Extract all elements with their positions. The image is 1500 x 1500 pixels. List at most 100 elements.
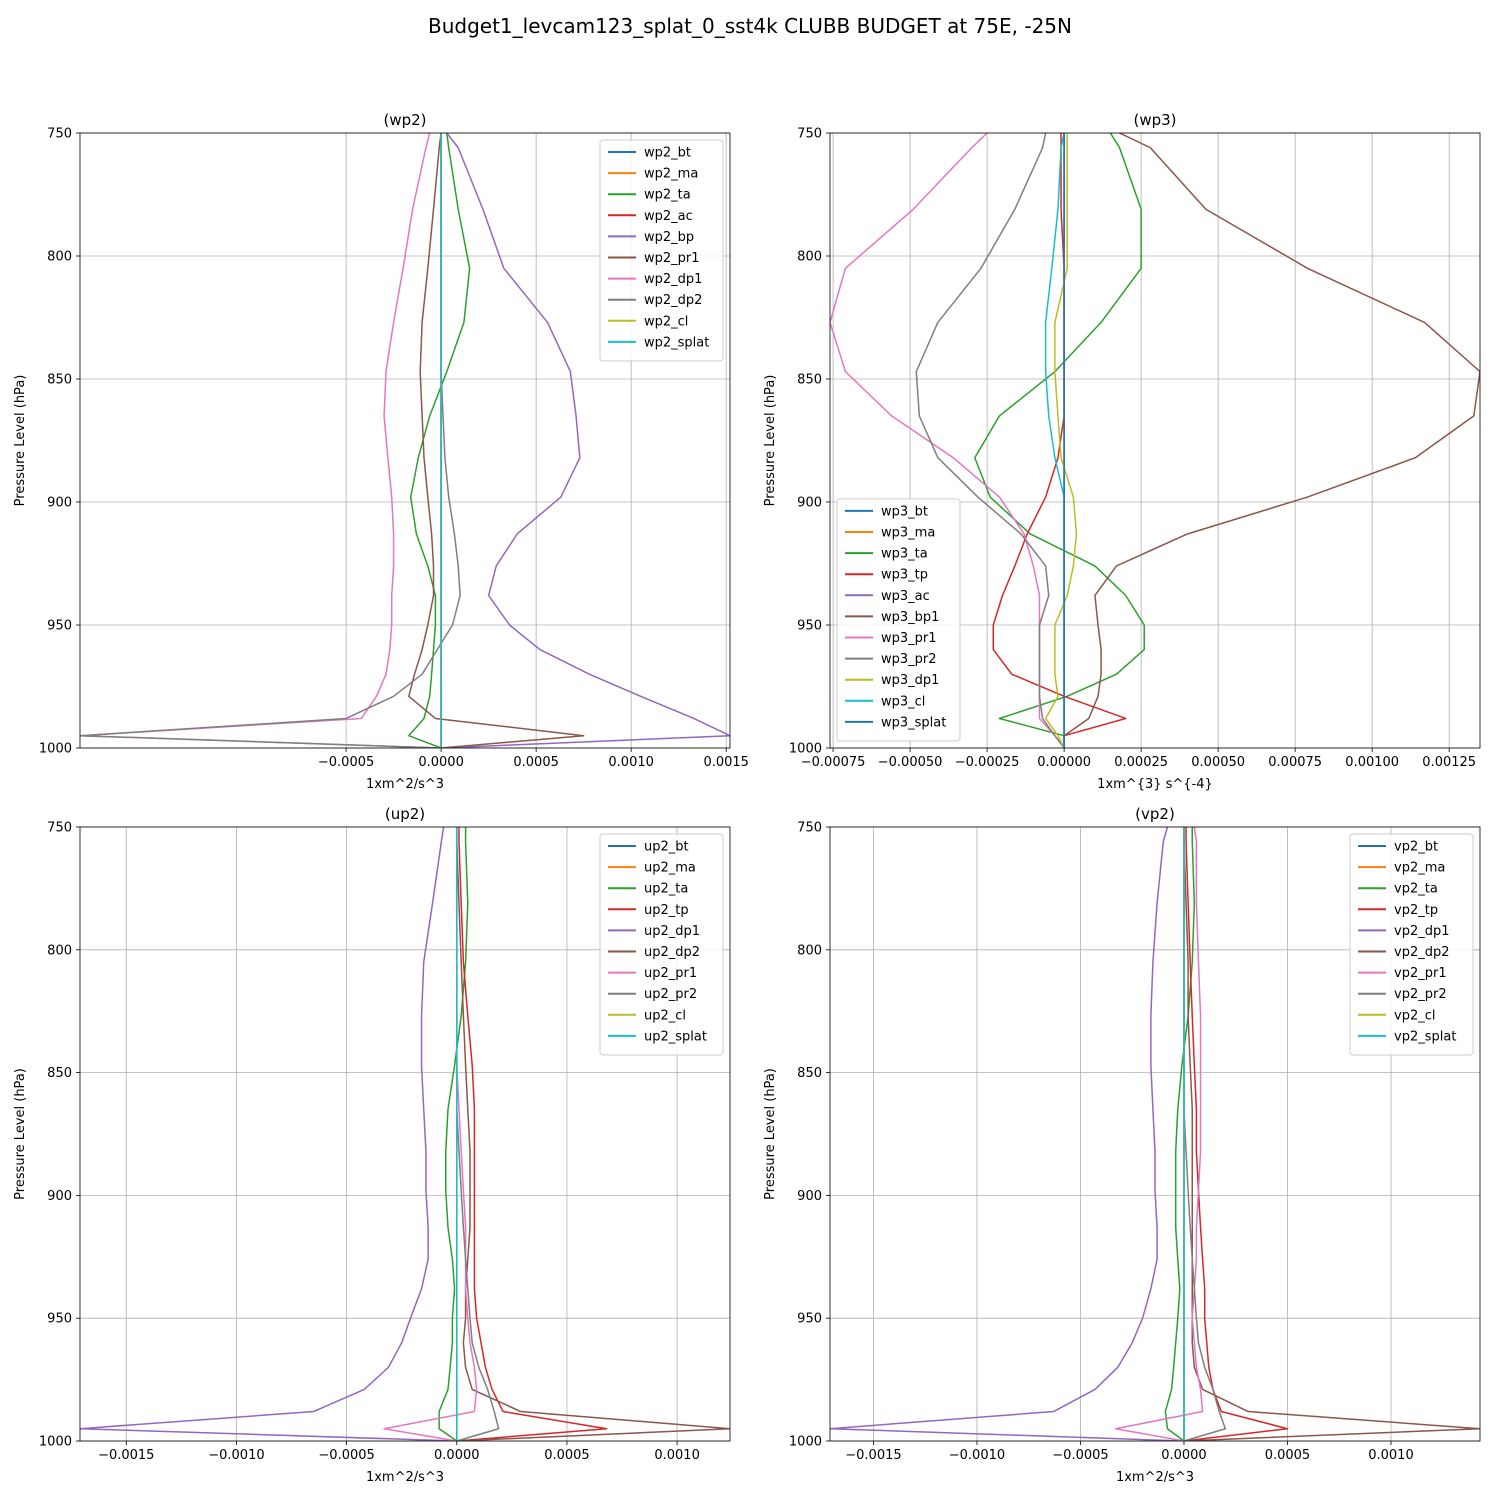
subplot-title: (vp2) (1135, 805, 1175, 823)
legend-entry: wp3_bt (881, 504, 928, 519)
legend-entry: wp3_dp1 (881, 673, 939, 688)
legend-entry: up2_dp2 (644, 945, 700, 960)
subplot-title: (up2) (385, 805, 425, 823)
series-line-up2_dp2 (456, 827, 730, 1441)
legend-entry: wp3_splat (881, 715, 946, 730)
series-line-wp3_bp1 (1063, 133, 1480, 748)
y-axis-label: Pressure Level (hPa) (13, 1068, 28, 1200)
series-line-vp2_pr1 (1114, 827, 1204, 1441)
y-tick-label: 850 (47, 373, 72, 388)
y-tick-label: 750 (47, 821, 72, 836)
y-tick-label: 750 (797, 127, 822, 142)
x-tick-label: −0.00075 (801, 755, 866, 770)
legend-entry: wp3_ac (881, 589, 930, 604)
legend-entry: vp2_ta (1394, 882, 1438, 897)
chart-panel-3: −0.0015 −0.0010 −0.0005 0.0000 0.0005 0.0010 7… (13, 805, 731, 1485)
x-tick-label: 0.00050 (1191, 755, 1245, 770)
y-tick-label: 800 (47, 943, 72, 958)
legend-entry: wp3_ta (881, 547, 928, 562)
series-group (830, 827, 1480, 1441)
chart-panel-1: −0.0005 0.0000 0.0005 0.0010 0.0015 750 800 850… (13, 111, 749, 792)
axes-frame (79, 132, 731, 749)
legend: vp2_bt vp2_ma vp2_ta vp2_tp vp2_dp1 vp2_dp2vp… (1349, 833, 1474, 1056)
series-group (830, 133, 1480, 748)
series-line-vp2_pr2 (1183, 827, 1227, 1441)
legend-entry: vp2_tp (1394, 903, 1438, 918)
legend: wp3_bt wp3_ma wp3_ta wp3_tp wp3_ac wp3_bp1 wp3… (836, 498, 961, 742)
legend-entry: wp2_bp (644, 230, 694, 245)
legend-entry: up2_pr1 (644, 966, 697, 981)
legend-entry: wp3_tp (881, 568, 928, 583)
y-tick-label: 850 (797, 1066, 822, 1081)
legend-entry: wp3_ma (881, 526, 935, 541)
legend-entry: up2_ta (644, 882, 688, 897)
legend-entry: vp2_pr2 (1394, 987, 1447, 1002)
x-tick-label: 0.00075 (1268, 755, 1322, 770)
axes-frame (829, 826, 1481, 1442)
y-tick-label: 1000 (39, 742, 72, 757)
series-line-up2_tp (456, 827, 608, 1441)
series-line-wp2_dp1 (80, 133, 442, 748)
legend-entry: vp2_cl (1394, 1008, 1435, 1023)
x-tick-label: 0.0005 (513, 755, 559, 770)
x-tick-label: 0.0005 (544, 1448, 590, 1463)
y-tick-label: 800 (797, 943, 822, 958)
series-line-up2_pr2 (456, 827, 500, 1441)
legend-entry: up2_pr2 (644, 987, 697, 1002)
x-tick-label: 0.0000 (434, 1448, 480, 1463)
legend-entry: up2_splat (644, 1029, 707, 1044)
figure-title: Budget1_levcam123_splat_0_sst4k CLUBB BU… (427, 14, 1072, 38)
x-tick-label: 0.00125 (1422, 755, 1476, 770)
y-tick-label: 1000 (789, 1435, 822, 1450)
x-tick-label: 0.0010 (654, 1448, 700, 1463)
y-tick-label: 900 (47, 1189, 72, 1204)
y-tick-label: 900 (797, 1189, 822, 1204)
subplot-title: (wp3) (1133, 111, 1176, 129)
x-tick-label: −0.00050 (878, 755, 943, 770)
legend-entry: vp2_dp2 (1394, 945, 1450, 960)
legend-entry: wp3_pr1 (881, 631, 937, 646)
legend-entry: up2_ma (644, 861, 696, 876)
x-tick-label: 0.0015 (703, 755, 749, 770)
y-tick-label: 900 (797, 496, 822, 511)
subplot-title: (wp2) (383, 111, 426, 129)
x-axis-label: 1xm^2/s^3 (366, 777, 444, 792)
legend-entry: wp2_dp2 (644, 293, 702, 308)
x-tick-label: 0.0010 (608, 755, 654, 770)
legend: up2_bt up2_ma up2_ta up2_tp up2_dp1 up2_dp2up… (599, 833, 724, 1056)
series-line-wp3_ta (974, 133, 1145, 748)
series-line-wp3_dp1 (1044, 133, 1078, 748)
y-tick-label: 950 (47, 619, 72, 634)
legend: wp2_bt wp2_ma wp2_ta wp2_ac wp2_bp wp2_pr1 wp2… (599, 139, 724, 362)
series-line-vp2_dp1 (830, 827, 1185, 1441)
legend-entry: vp2_splat (1394, 1029, 1456, 1044)
axes-frame (79, 826, 731, 1442)
x-tick-label: −0.0015 (845, 1448, 901, 1463)
y-axis-label: Pressure Level (hPa) (763, 375, 778, 507)
series-line-wp2_dp2 (80, 133, 461, 748)
y-tick-label: 750 (47, 127, 72, 142)
x-axis-label: 1xm^2/s^3 (366, 1470, 444, 1485)
y-axis-label: Pressure Level (hPa) (763, 1068, 778, 1200)
x-tick-label: 0.0005 (1265, 1448, 1311, 1463)
series-line-vp2_dp2 (1183, 827, 1480, 1441)
legend-entry: vp2_ma (1394, 861, 1445, 876)
legend-entry: vp2_dp1 (1394, 924, 1450, 939)
x-tick-label: 0.00100 (1345, 755, 1399, 770)
series-line-wp2_bp (441, 133, 730, 748)
y-tick-label: 800 (47, 250, 72, 265)
series-line-up2_dp1 (80, 827, 457, 1441)
y-tick-label: 900 (47, 496, 72, 511)
y-tick-label: 950 (797, 619, 822, 634)
legend-entry: up2_cl (644, 1008, 686, 1023)
axes-frame (829, 132, 1481, 749)
legend-entry: up2_dp1 (644, 924, 700, 939)
legend-entry: wp2_cl (644, 314, 688, 329)
x-tick-label: 0.0010 (1368, 1448, 1414, 1463)
x-tick-label: 0.0000 (1161, 1448, 1207, 1463)
y-tick-label: 1000 (39, 1435, 72, 1450)
legend-entry: wp3_cl (881, 694, 925, 709)
legend-entry: up2_tp (644, 903, 689, 918)
legend-entry: vp2_pr1 (1394, 966, 1447, 981)
